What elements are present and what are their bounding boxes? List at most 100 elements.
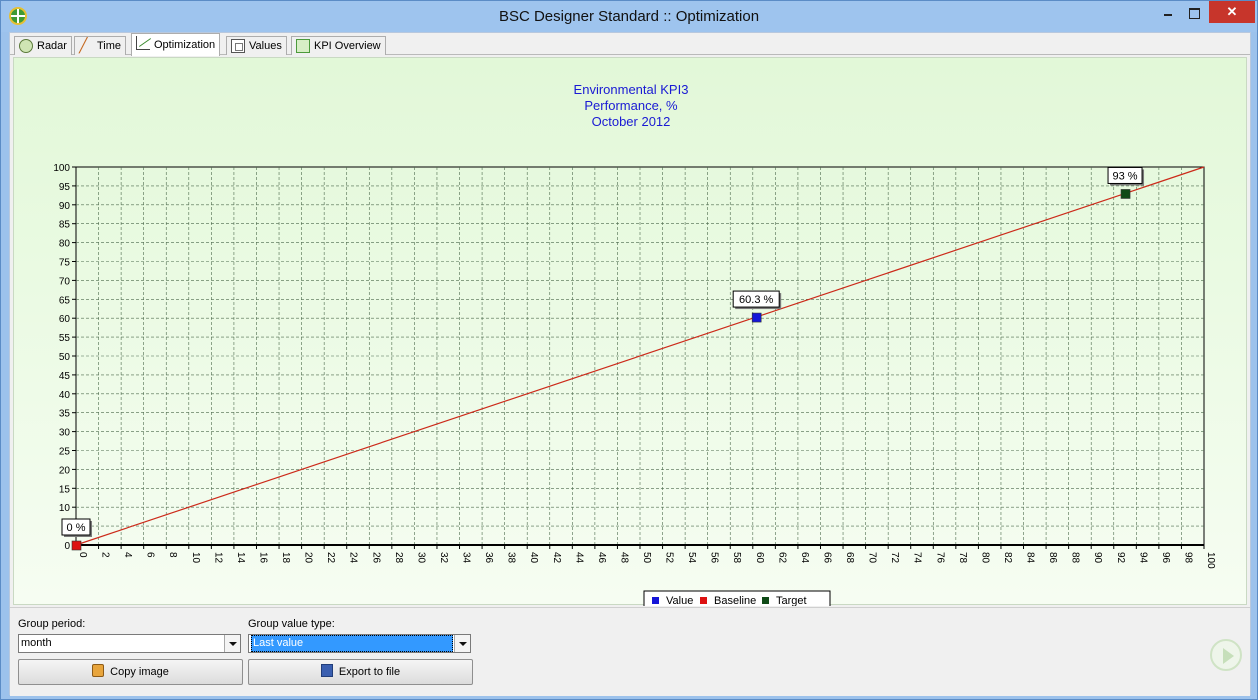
optimization-chart: 0 2 4 6 8 10 12 14 16 18 20 22 24 26 28 30 32 34 36 38 40 42 4…	[53, 163, 1216, 606]
y-tick-label: 55	[59, 333, 71, 344]
client-area: Radar Time Optimization Values KPI Overv…	[9, 32, 1251, 696]
data-label-value: 60.3 %	[739, 294, 773, 306]
x-tick-label: 20	[303, 552, 314, 564]
y-tick-label: 40	[59, 390, 71, 401]
legend-label-baseline: Baseline	[714, 595, 756, 606]
legend-swatch-value	[652, 597, 659, 604]
optimization-chart-icon	[136, 36, 150, 50]
x-tick-label: 82	[1002, 552, 1013, 564]
x-tick-label: 52	[664, 552, 675, 564]
x-tick-label: 48	[618, 552, 629, 564]
x-tick-label: 68	[844, 552, 855, 564]
x-tick-label: 76	[934, 552, 945, 564]
legend-swatch-baseline	[700, 597, 707, 604]
copy-image-label: Copy image	[110, 666, 169, 678]
y-tick-label: 80	[59, 239, 71, 250]
legend-label-target: Target	[776, 595, 807, 606]
time-chart-icon	[79, 36, 93, 54]
data-label-box	[732, 290, 780, 308]
x-tick-label: 28	[393, 552, 404, 564]
x-tick-label: 90	[1092, 552, 1103, 564]
x-tick-label: 72	[889, 552, 900, 564]
x-tick-label: 94	[1137, 552, 1148, 564]
x-tick-label: 0	[77, 552, 88, 558]
x-tick-label: 100	[1205, 552, 1216, 569]
y-tick-label: 85	[59, 220, 71, 231]
point-target	[1120, 189, 1131, 199]
point-value	[751, 312, 762, 323]
chart-panel: Environmental KPI3 Performance, % Octobe…	[13, 57, 1247, 606]
title-bar[interactable]: BSC Designer Standard :: Optimization ✕	[1, 1, 1257, 32]
group-value-type-value: Last value	[251, 635, 453, 652]
chart-title: Environmental KPI3	[573, 82, 689, 97]
x-tick-label: 4	[122, 552, 133, 558]
point-baseline	[71, 540, 82, 551]
x-tick-label: 16	[257, 552, 268, 564]
close-button[interactable]: ✕	[1209, 1, 1255, 23]
legend	[643, 590, 831, 606]
y-tick-label: 60	[59, 314, 71, 325]
radar-icon	[19, 39, 33, 53]
values-icon	[231, 39, 245, 53]
chevron-down-icon[interactable]	[454, 635, 470, 652]
group-period-label: Group period:	[18, 618, 86, 630]
chevron-down-icon[interactable]	[224, 635, 240, 652]
y-tick-label: 70	[59, 276, 71, 287]
tab-values[interactable]: Values	[226, 36, 287, 55]
x-tick-label: 88	[1070, 552, 1081, 564]
y-tick-label: 15	[59, 484, 71, 495]
y-tick-label: 50	[59, 352, 71, 363]
export-to-file-button[interactable]: Export to file	[248, 659, 473, 685]
x-tick-label: 30	[415, 552, 426, 564]
x-tick-label: 98	[1182, 552, 1193, 564]
x-tick-label: 18	[280, 552, 291, 564]
maximize-button[interactable]	[1181, 1, 1207, 23]
copy-icon	[92, 664, 105, 677]
x-tick-label: 60	[754, 552, 765, 564]
x-tick-label: 44	[573, 552, 584, 564]
x-tick-label: 38	[506, 552, 517, 564]
x-tick-label: 62	[776, 552, 787, 564]
x-tick-label: 24	[348, 552, 359, 564]
y-tick-label: 95	[59, 182, 71, 193]
tab-kpi-overview[interactable]: KPI Overview	[291, 36, 386, 55]
chart-subtitle: Performance, %	[584, 98, 678, 113]
y-tick-label: 35	[59, 409, 71, 420]
tab-label: KPI Overview	[314, 40, 381, 52]
x-tick-label: 58	[731, 552, 742, 564]
tab-radar[interactable]: Radar	[14, 36, 72, 55]
y-tick-label: 100	[53, 163, 70, 174]
x-tick-label: 10	[190, 552, 201, 564]
minimize-button[interactable]	[1155, 1, 1181, 23]
x-tick-label: 8	[167, 552, 178, 558]
x-tick-label: 74	[912, 552, 923, 564]
legend-swatch-target	[762, 597, 769, 604]
data-label-target: 93 %	[1113, 170, 1138, 182]
optimization-line	[75, 166, 1205, 546]
y-tick-label: 65	[59, 295, 71, 306]
y-tick-label: 45	[59, 371, 71, 382]
tab-optimization[interactable]: Optimization	[131, 33, 221, 56]
y-tick-label: 75	[59, 258, 71, 269]
tab-label: Values	[249, 40, 282, 52]
x-tick-label: 56	[709, 552, 720, 564]
group-period-value: month	[21, 637, 52, 649]
x-tick-label: 84	[1025, 552, 1036, 564]
group-period-select[interactable]: month	[18, 634, 241, 653]
controls-panel: Group period: month Group value type: La…	[10, 607, 1250, 696]
x-tick-label: 86	[1047, 552, 1058, 564]
group-value-type-select[interactable]: Last value	[248, 634, 471, 653]
x-tick-label: 6	[145, 552, 156, 558]
tab-time[interactable]: Time	[74, 36, 127, 55]
copy-image-button[interactable]: Copy image	[18, 659, 243, 685]
x-tick-label: 70	[867, 552, 878, 564]
x-tick-label: 42	[551, 552, 562, 564]
legend-label-value: Value	[666, 595, 693, 606]
x-tick-label: 40	[528, 552, 539, 564]
y-tick-label: 20	[59, 465, 71, 476]
y-tick-label: 10	[59, 503, 71, 514]
x-tick-label: 50	[641, 552, 652, 564]
play-icon[interactable]	[1210, 639, 1242, 671]
app-logo-icon[interactable]	[9, 7, 27, 25]
